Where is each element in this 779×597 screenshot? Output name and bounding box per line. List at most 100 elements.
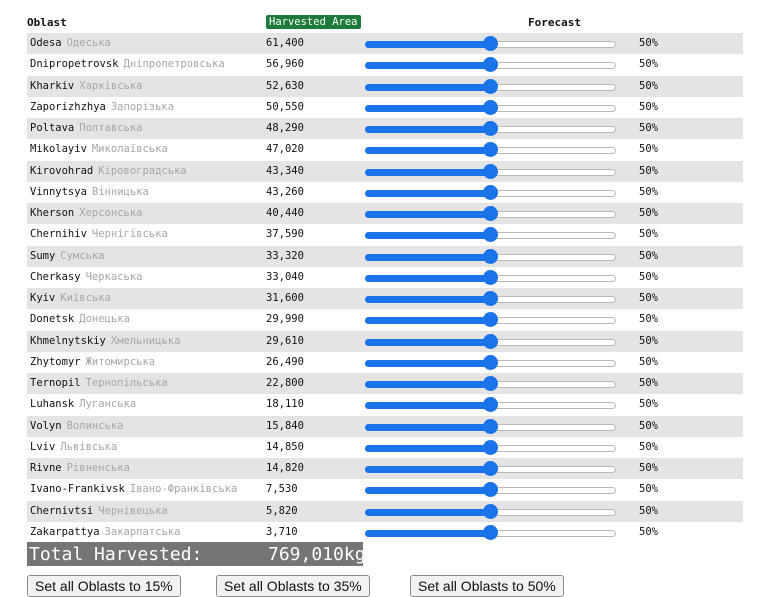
oblast-name-en: Rivne: [30, 462, 62, 474]
harvested-area-value: 48,290: [266, 122, 304, 134]
forecast-slider[interactable]: [365, 461, 616, 476]
slider-fill: [365, 487, 491, 495]
table-row: Mikolayiv Миколаївська 47,020 50%: [27, 139, 743, 160]
forecast-slider[interactable]: [365, 312, 616, 328]
forecast-slider[interactable]: [365, 227, 616, 243]
oblast-name-uk: Вінницька: [91, 185, 149, 198]
forecast-slider[interactable]: [365, 291, 616, 306]
slider-thumb[interactable]: [482, 99, 498, 115]
slider-fill: [365, 83, 491, 91]
oblast-name-en: Lviv: [30, 440, 56, 453]
slider-thumb[interactable]: [482, 482, 498, 498]
table-row: Lviv Львівська 14,850 50%: [27, 437, 743, 458]
slider-thumb[interactable]: [482, 333, 498, 349]
harvested-area-value: 43,340: [266, 164, 304, 177]
slider-thumb[interactable]: [482, 248, 498, 264]
forecast-slider[interactable]: [365, 482, 616, 498]
table-row: Odesa Одеська 61,400 50%: [27, 33, 743, 55]
forecast-percent: 50%: [639, 462, 658, 474]
set-all-50-button[interactable]: Set all Oblasts to 50%: [410, 575, 564, 597]
oblast-name-uk: Миколаївська: [91, 143, 168, 156]
forecast-slider[interactable]: [365, 248, 616, 264]
oblast-name-uk: Черкаська: [85, 270, 143, 283]
forecast-slider[interactable]: [365, 439, 616, 455]
forecast-slider[interactable]: [365, 269, 616, 285]
oblast-table: Odesa Одеська 61,400 50% Dnipropetrovsk Дніпр…: [27, 33, 743, 543]
harvested-area-value: 61,400: [266, 37, 304, 49]
slider-thumb[interactable]: [482, 524, 498, 540]
set-all-15-button[interactable]: Set all Oblasts to 15%: [27, 575, 181, 597]
oblast-name: Donetsk Донецька: [30, 313, 130, 325]
oblast-name-en: Sumy: [30, 249, 56, 262]
slider-thumb[interactable]: [482, 418, 498, 434]
slider-thumb[interactable]: [482, 354, 498, 370]
slider-thumb[interactable]: [482, 503, 498, 519]
oblast-name: Kherson Херсонська: [30, 207, 142, 219]
table-row: Khmelnytskiy Хмельницька 29,610 50%: [27, 330, 743, 352]
forecast-column-header: Forecast: [528, 16, 581, 29]
forecast-percent: 50%: [639, 143, 658, 156]
forecast-slider[interactable]: [365, 524, 616, 540]
forecast-percent: 50%: [639, 100, 658, 113]
oblast-name-uk: Сумська: [60, 249, 105, 262]
oblast-name-en: Kirovohrad: [30, 164, 94, 177]
forecast-slider[interactable]: [365, 36, 616, 51]
slider-fill: [365, 147, 491, 155]
forecast-slider[interactable]: [365, 418, 616, 434]
slider-thumb[interactable]: [482, 397, 498, 413]
oblast-name-uk: Чернігівська: [91, 228, 168, 241]
slider-thumb[interactable]: [482, 206, 498, 221]
forecast-percent: 50%: [639, 37, 658, 49]
slider-thumb[interactable]: [482, 57, 498, 73]
table-row: Zakarpattya Закарпатська 3,710 50%: [27, 522, 743, 543]
slider-thumb[interactable]: [482, 439, 498, 455]
forecast-slider[interactable]: [365, 57, 616, 73]
slider-thumb[interactable]: [482, 461, 498, 476]
forecast-slider[interactable]: [365, 354, 616, 370]
forecast-slider[interactable]: [365, 163, 616, 179]
slider-thumb[interactable]: [482, 36, 498, 51]
harvested-area-value: 47,020: [266, 143, 304, 156]
slider-thumb[interactable]: [482, 163, 498, 179]
oblast-name-uk: Кіровоградська: [98, 164, 187, 177]
oblast-name-en: Kherson: [30, 207, 75, 219]
harvested-area-column-header[interactable]: Harvested Area: [266, 15, 361, 29]
forecast-slider[interactable]: [365, 333, 616, 349]
forecast-slider[interactable]: [365, 184, 616, 200]
slider-thumb[interactable]: [482, 312, 498, 328]
set-all-35-button[interactable]: Set all Oblasts to 35%: [216, 575, 370, 597]
forecast-slider[interactable]: [365, 78, 616, 94]
slider-thumb[interactable]: [482, 184, 498, 200]
oblast-name: Ternopil Тернопільська: [30, 377, 168, 389]
forecast-slider[interactable]: [365, 397, 616, 413]
table-row: Vinnytsya Вінницька 43,260 50%: [27, 182, 743, 203]
slider-thumb[interactable]: [482, 142, 498, 158]
slider-thumb[interactable]: [482, 376, 498, 391]
slider-fill: [365, 296, 491, 303]
forecast-slider[interactable]: [365, 121, 616, 136]
slider-thumb[interactable]: [482, 269, 498, 285]
slider-thumb[interactable]: [482, 121, 498, 136]
forecast-slider[interactable]: [365, 503, 616, 519]
oblast-name-en: Luhansk: [30, 398, 75, 411]
slider-thumb[interactable]: [482, 78, 498, 94]
oblast-name-en: Volyn: [30, 419, 62, 432]
table-row: Volyn Волинська 15,840 50%: [27, 415, 743, 437]
harvested-area-value: 29,990: [266, 313, 304, 326]
oblast-name: Chernihiv Чернігівська: [30, 228, 168, 240]
harvested-area-value: 3,710: [266, 525, 298, 538]
slider-thumb[interactable]: [482, 291, 498, 306]
total-harvested-bar: Total Harvested: 769,010kg: [27, 542, 366, 566]
slider-fill: [365, 274, 491, 282]
oblast-name-en: Cherkasy: [30, 270, 81, 283]
forecast-slider[interactable]: [365, 99, 616, 115]
slider-thumb[interactable]: [482, 227, 498, 243]
oblast-name-en: Zhytomyr: [30, 355, 81, 368]
forecast-slider[interactable]: [365, 206, 616, 221]
forecast-slider[interactable]: [365, 142, 616, 158]
table-row: Chernivtsi Чернівецька 5,820 50%: [27, 500, 743, 522]
harvested-area-value: 5,820: [266, 504, 298, 517]
oblast-name: Chernivtsi Чернівецька: [30, 505, 168, 517]
oblast-name-uk: Київська: [60, 292, 111, 304]
forecast-slider[interactable]: [365, 376, 616, 391]
